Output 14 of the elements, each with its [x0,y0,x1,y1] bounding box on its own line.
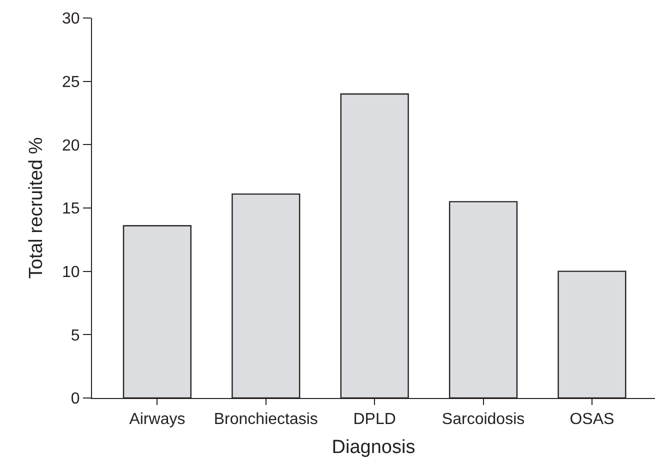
y-tick-label: 30 [62,10,80,28]
y-tick-label: 25 [62,74,80,91]
x-tick-label: Airways [129,411,186,428]
y-tick-label: 5 [70,327,80,344]
y-axis-title: Total recruited % [26,137,47,279]
y-tick-label: 10 [62,264,80,281]
x-axis-title: Diagnosis [332,437,416,458]
y-tick-label: 20 [62,137,80,154]
x-tick-label: Bronchiectasis [214,411,318,428]
x-tick-label: DPLD [353,411,396,428]
x-tick-label: OSAS [570,411,614,428]
y-tick-label: 0 [70,390,80,408]
y-tick-label: 15 [62,200,80,218]
x-tick-label: Sarcoidosis [442,411,525,428]
